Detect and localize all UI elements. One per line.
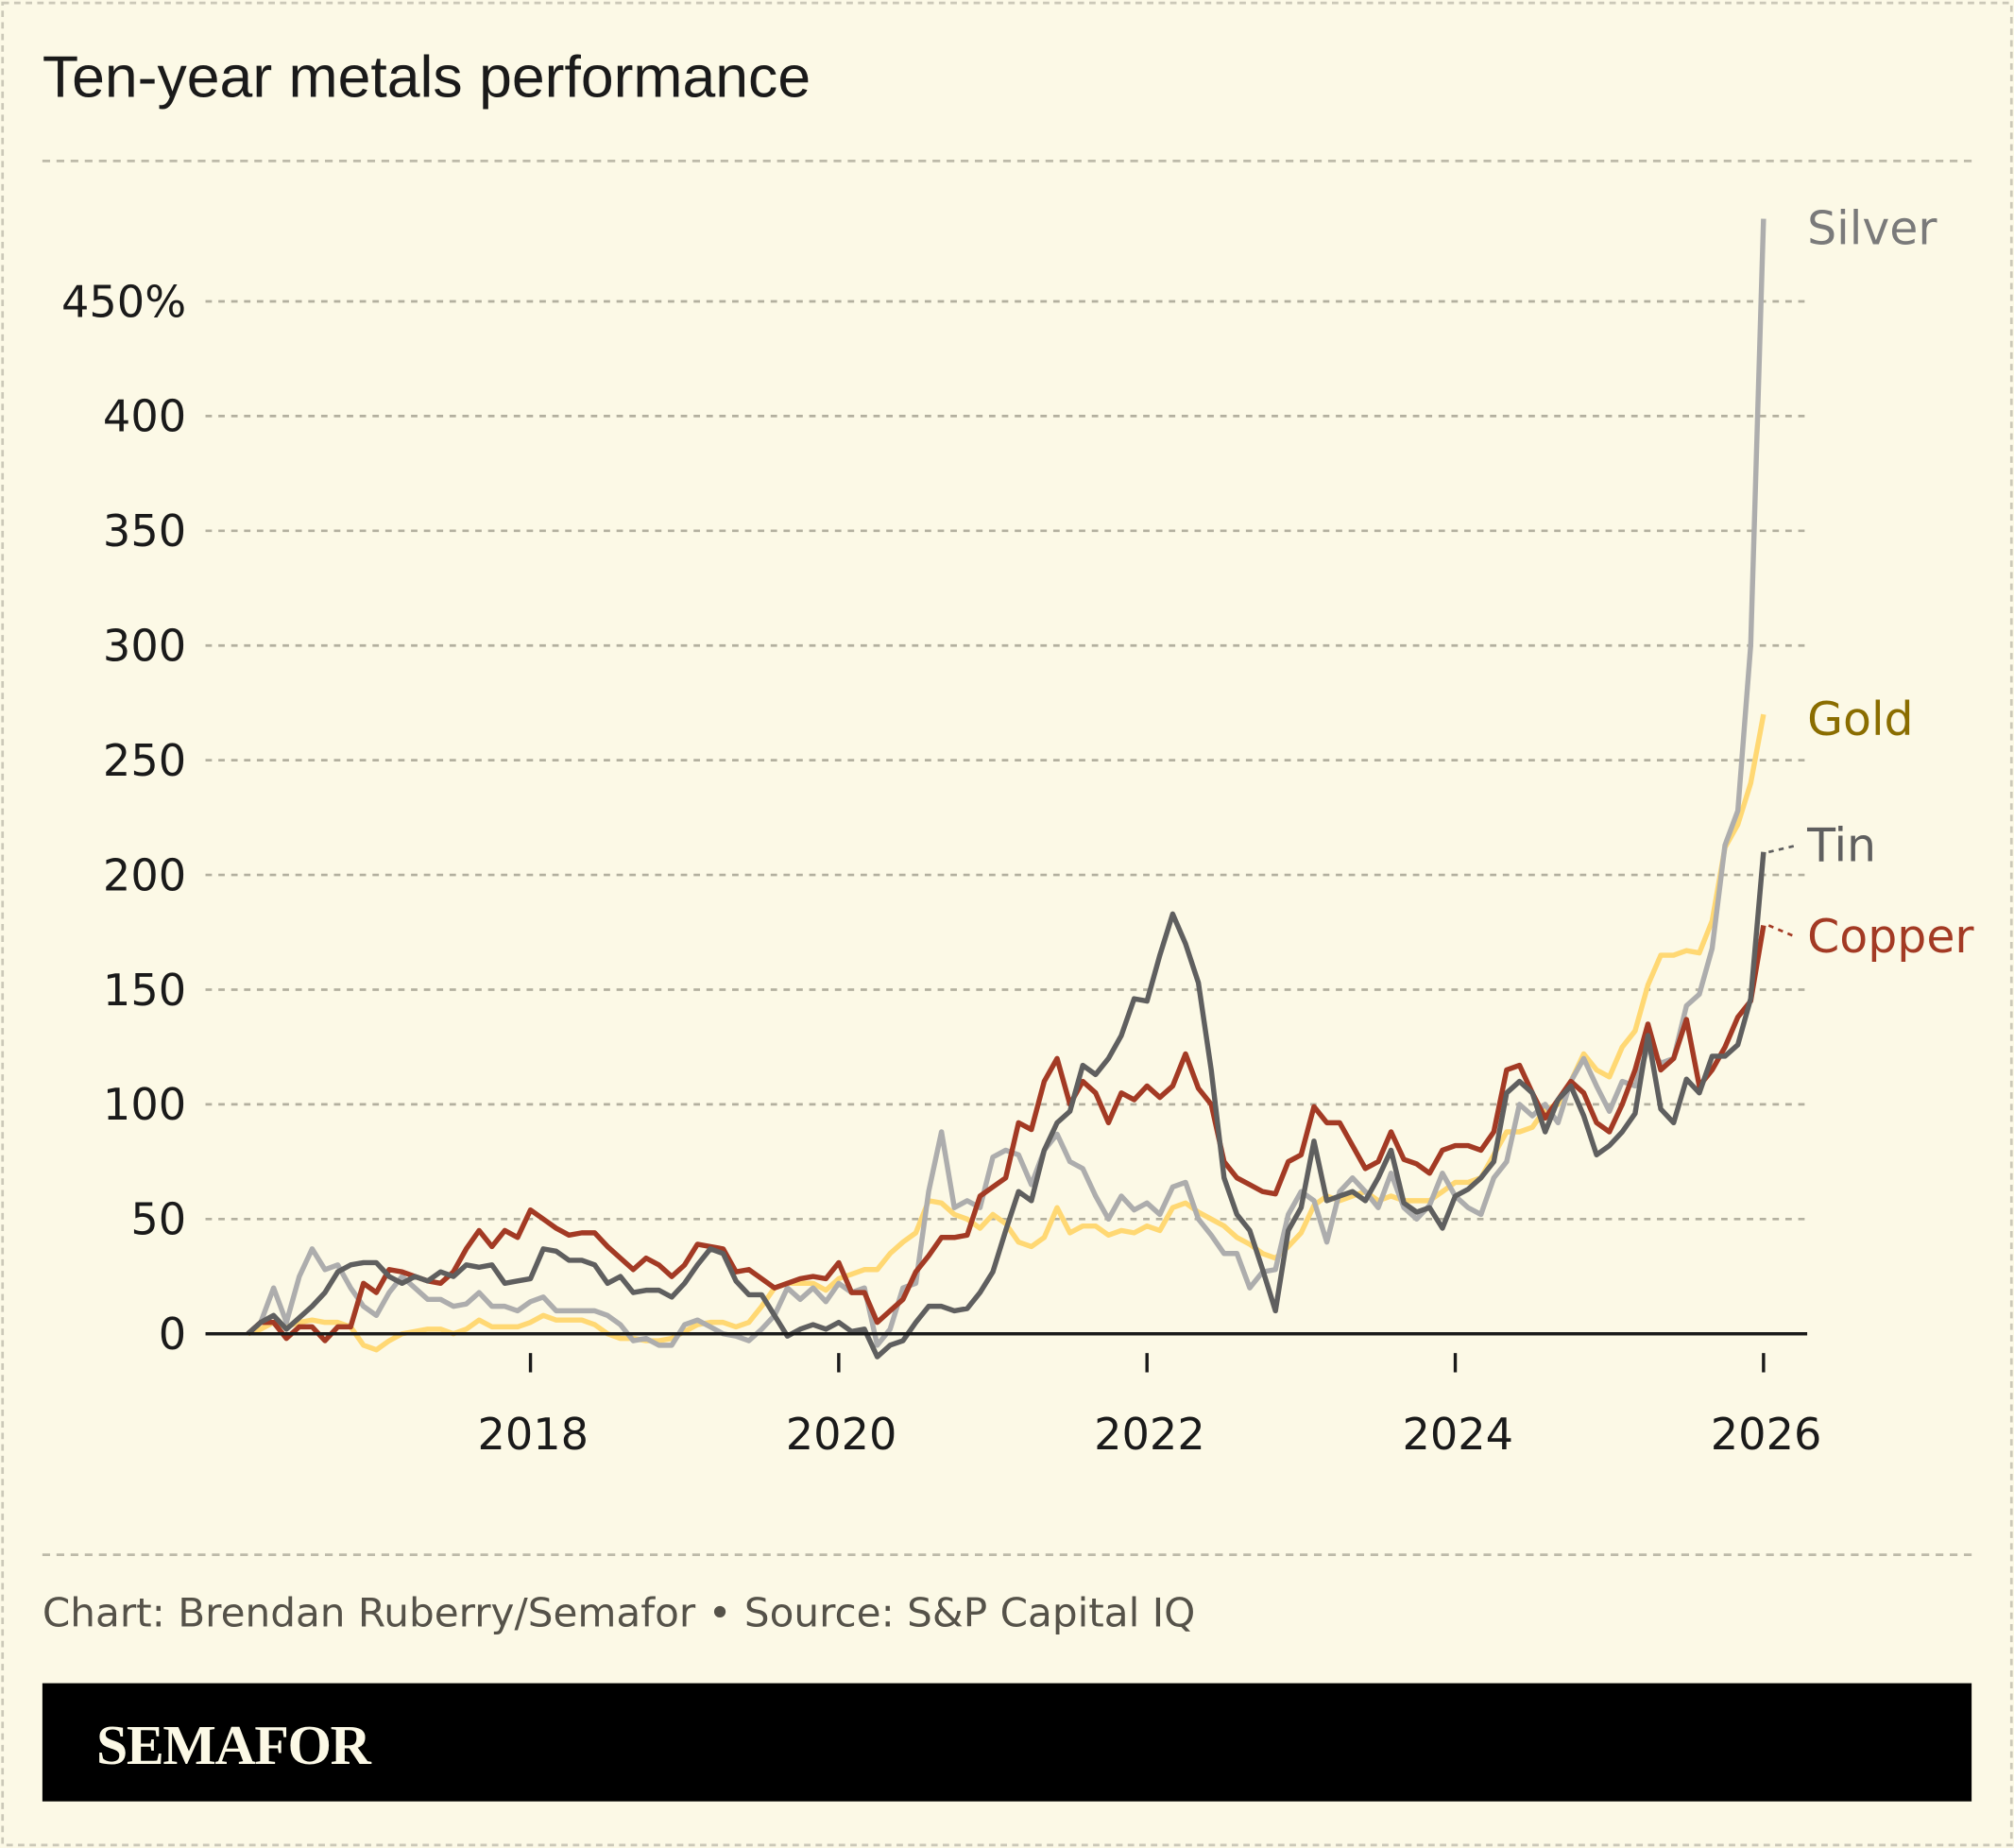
y-tick-label: 100 [103, 1079, 186, 1130]
series-labels: Gold Silver Copper Tin [1767, 202, 1974, 964]
series-line-silver [246, 218, 1767, 1348]
y-tick-label: 300 [103, 621, 186, 672]
y-tick-label: 200 [103, 849, 186, 900]
brand-bar [42, 1683, 1972, 1802]
x-axis: 2018 2020 2022 2024 2026 [477, 1353, 1821, 1460]
y-tick-label: 0 [159, 1309, 186, 1360]
x-tick-label: 2026 [1711, 1409, 1822, 1460]
y-axis-labels: 0 50 100 150 200 250 300 350 400 450% [61, 276, 186, 1360]
y-tick-label: 50 [130, 1194, 186, 1245]
y-tick-label: 350 [103, 505, 186, 556]
gridlines [205, 299, 1808, 1221]
y-tick-label: 400 [103, 391, 186, 442]
series-label-copper: Copper [1807, 910, 1974, 964]
series-line-tin [246, 851, 1767, 1360]
y-tick-label: 250 [103, 735, 186, 786]
x-tick-label: 2022 [1094, 1409, 1205, 1460]
series-label-tin: Tin [1806, 818, 1876, 872]
x-tick-label: 2024 [1402, 1409, 1513, 1460]
x-tick-label: 2020 [786, 1409, 897, 1460]
chart-title: Ten-year metals performance [43, 43, 811, 110]
semafor-logo: SEMAFOR [96, 1714, 372, 1776]
x-tick-label: 2018 [477, 1409, 589, 1460]
series-label-silver: Silver [1807, 202, 1937, 256]
y-tick-label: 450% [61, 276, 186, 327]
series-label-gold: Gold [1807, 693, 1914, 746]
credit-line: Chart: Brendan Ruberry/Semafor • Source:… [43, 1590, 1195, 1636]
y-tick-label: 150 [103, 965, 186, 1016]
series-lines [246, 218, 1767, 1360]
leader-line-copper [1767, 924, 1797, 938]
leader-line-tin [1767, 844, 1797, 854]
series-line-copper [246, 925, 1767, 1343]
